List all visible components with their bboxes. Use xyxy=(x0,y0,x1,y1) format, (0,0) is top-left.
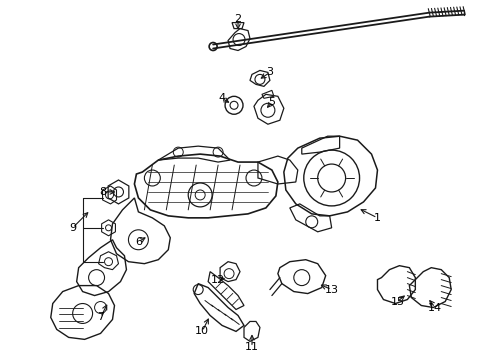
Text: 8: 8 xyxy=(99,187,106,197)
Text: 12: 12 xyxy=(211,275,224,285)
Text: 13: 13 xyxy=(324,284,338,294)
Text: 11: 11 xyxy=(244,342,259,352)
Text: 5: 5 xyxy=(268,97,275,107)
Text: 1: 1 xyxy=(373,213,380,223)
Text: 15: 15 xyxy=(389,297,404,306)
Text: 9: 9 xyxy=(69,223,76,233)
Text: 2: 2 xyxy=(234,14,241,24)
Text: 7: 7 xyxy=(97,312,104,323)
Text: 6: 6 xyxy=(135,237,142,247)
Text: 14: 14 xyxy=(427,302,442,312)
Text: 4: 4 xyxy=(218,93,225,103)
Text: 10: 10 xyxy=(195,327,209,336)
Text: 3: 3 xyxy=(266,67,273,77)
